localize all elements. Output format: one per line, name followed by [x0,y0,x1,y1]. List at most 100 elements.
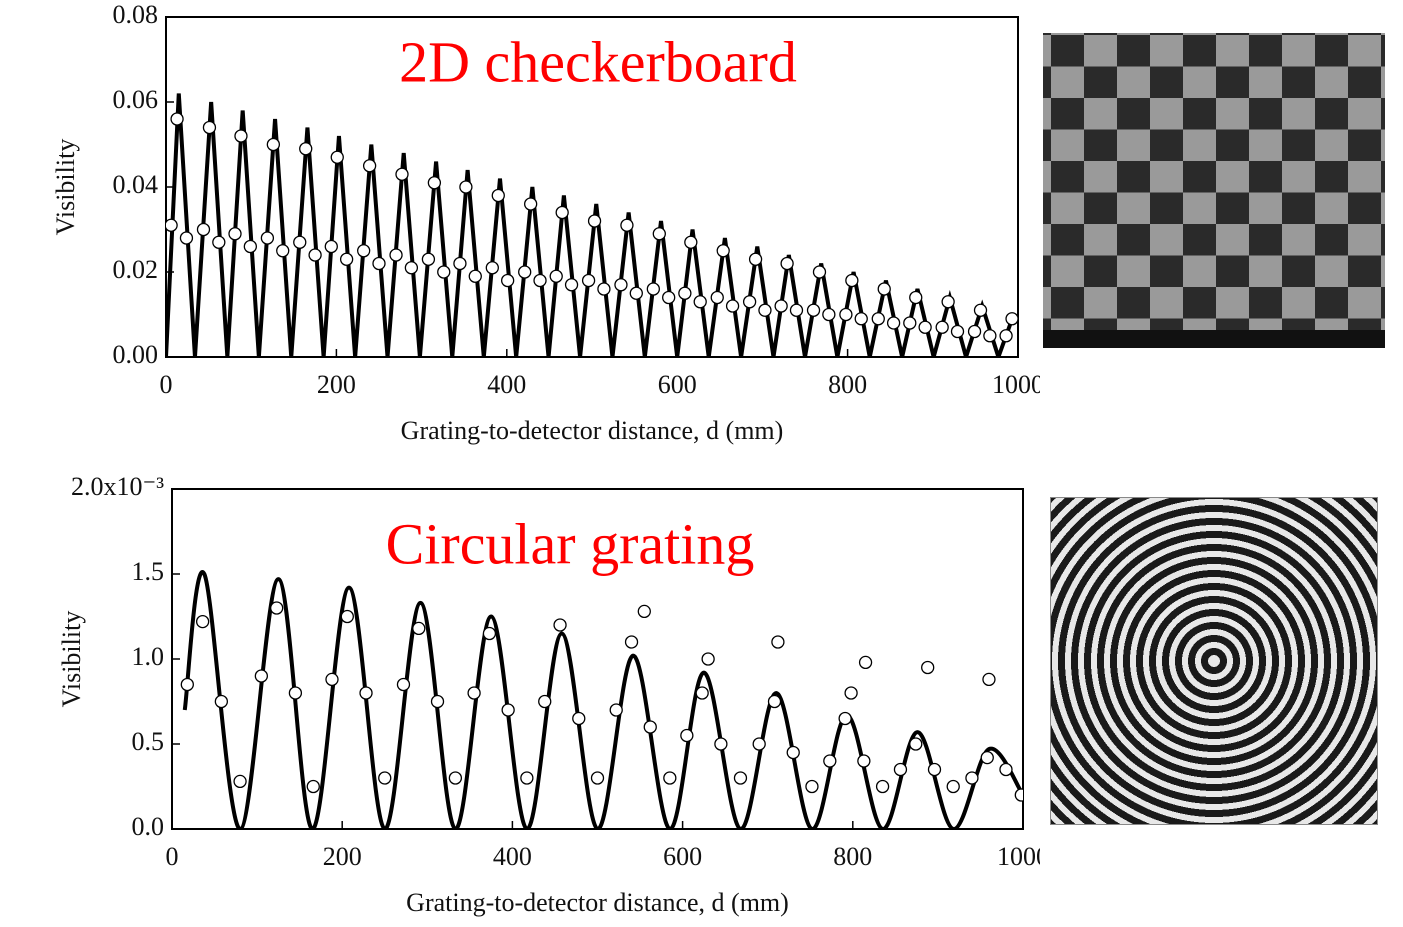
y-tick-label: 0.06 [113,85,159,114]
data-point [564,278,579,292]
data-point [518,265,532,279]
data-point [330,150,344,164]
data-point [786,745,800,760]
data-point [875,779,890,794]
data-point [935,320,949,334]
data-point [805,779,819,794]
data-point [212,235,226,249]
chart-title: 2D checkerboard [399,29,797,94]
data-point [748,252,763,266]
charts: 0 200 400 600 800 10000.000.020.040.060.08Gra… [51,0,1040,917]
data-point [652,227,666,241]
data-point [624,635,639,649]
data-point [854,312,868,326]
y-tick-label: 0.04 [113,170,159,199]
data-point [780,256,794,271]
data-point [254,669,269,683]
data-point [491,188,505,203]
data-point [180,677,194,692]
y-tick-label: 1.0 [132,642,165,671]
data-point [501,703,515,717]
sem-info-bar [1043,330,1385,348]
data-point [725,299,740,313]
data-point [597,282,611,296]
data-point [609,703,623,717]
data-point [680,728,694,743]
data-point [967,324,982,339]
x-axis-label: Grating-to-detector distance, d (mm) [401,416,784,445]
data-point [234,129,248,143]
x-tick-label: 0 [160,370,173,399]
x-tick-label: 400 [493,842,532,871]
data-point [1014,788,1023,802]
data-point [714,737,728,751]
data-point [774,299,788,313]
data-point [999,762,1013,777]
x-tick-label: 0 [166,842,179,871]
data-point [196,222,211,237]
data-point [806,303,821,317]
data-point [453,256,467,271]
checkerboard-image [1043,33,1385,348]
data-point [339,252,354,266]
x-tick-label: 1000 [997,842,1040,871]
plot-area [166,93,1018,357]
data-point [293,235,307,249]
data-point [243,239,257,254]
data-point [909,737,923,751]
y-tick-label: 0.08 [113,0,159,29]
x-tick-label: 800 [828,370,867,399]
data-point [909,290,923,305]
data-point [308,248,322,262]
data-point [467,686,481,700]
data-point [950,324,965,339]
data-point [845,273,859,288]
data-point [266,137,281,152]
x-tick-label: 200 [323,842,362,871]
data-point [758,303,772,317]
data-point [260,231,275,245]
data-point [396,677,411,692]
y-tick-label: 1.5 [132,557,165,586]
data-point [983,329,997,343]
data-point [789,303,804,317]
data-point [572,711,586,726]
data-point [903,316,917,330]
data-point [982,672,996,687]
data-point [973,303,988,317]
data-point [590,771,605,785]
data-point [614,278,628,292]
data-point [662,290,676,305]
data-point [871,312,885,326]
data-point [520,771,534,785]
data-point [389,248,403,262]
data-point [693,295,707,309]
data-point [555,205,569,220]
data-point [844,686,858,700]
x-tick-label: 1000 [992,370,1040,399]
y-tick-label: 2.0x10⁻³ [71,472,164,501]
y-tick-label: 0.00 [113,340,159,369]
data-point [437,265,451,279]
data-point [620,218,634,232]
data-point [629,286,643,300]
data-point [448,771,463,785]
data-point [927,762,942,777]
data-point [946,779,960,794]
data-point [524,197,538,211]
data-point [921,660,935,675]
x-tick-label: 600 [658,370,697,399]
data-point [678,286,692,300]
data-point [170,112,184,126]
data-point [359,686,373,700]
data-point [965,771,979,785]
data-point [233,774,247,789]
data-point [733,771,748,785]
data-point [357,244,371,258]
data-point [270,601,284,615]
data-point [533,273,547,288]
data-point [877,282,891,296]
data-point [812,265,827,279]
data-point [716,244,730,258]
